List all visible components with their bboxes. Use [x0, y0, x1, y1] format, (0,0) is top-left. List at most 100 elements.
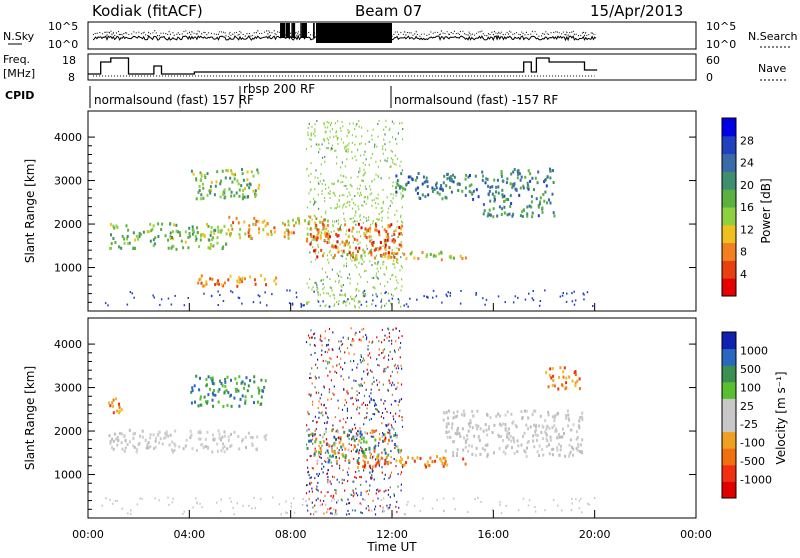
- noise-cell: [295, 291, 298, 294]
- echo-cell: [500, 174, 503, 178]
- echo-cell: [523, 409, 526, 413]
- echo-cell: [243, 386, 246, 390]
- echo-cell: [418, 196, 421, 200]
- echo-cell: [355, 246, 357, 250]
- echo-cell: [386, 238, 389, 242]
- echo-cell: [351, 229, 354, 233]
- power-colorbar-label: Power [dB]: [759, 178, 773, 243]
- echo-cell: [469, 424, 471, 428]
- echo-cell: [450, 190, 453, 194]
- echo-cell: [467, 429, 470, 433]
- colorbar-swatch: [722, 348, 736, 366]
- cpid-segment-1: normalsound (fast) 157 RF: [94, 93, 254, 107]
- noise-cell: [340, 254, 342, 257]
- echo-cell: [356, 249, 359, 253]
- noise-cell: [308, 413, 310, 416]
- echo-cell: [178, 231, 181, 235]
- noise-cell: [348, 243, 350, 246]
- echo-cell: [287, 223, 290, 227]
- freq-strip-frame: [87, 53, 697, 81]
- noise-cell: [311, 236, 313, 239]
- noise-cell: [313, 513, 315, 516]
- x-tick-label: 12:00: [376, 528, 408, 541]
- echo-cell: [209, 185, 212, 189]
- noise-cell: [306, 282, 308, 285]
- noise-cell: [394, 420, 396, 423]
- noise-cell: [350, 360, 352, 363]
- echo-cell: [368, 235, 371, 239]
- noise-cell: [397, 364, 399, 367]
- noise-cell: [222, 300, 225, 302]
- noise-cell: [370, 356, 372, 359]
- noise-cell: [387, 358, 390, 361]
- echo-cell: [314, 226, 317, 230]
- echo-cell: [568, 454, 571, 458]
- echo-cell: [180, 239, 183, 243]
- echo-cell: [324, 430, 327, 434]
- y-tick-label: 4000: [54, 131, 82, 144]
- noise-cell: [422, 497, 424, 500]
- y-tick-label: 4000: [54, 338, 82, 351]
- noise-cell: [382, 202, 384, 205]
- echo-cell: [520, 443, 523, 447]
- echo-cell: [260, 274, 262, 278]
- echo-cell: [442, 464, 445, 468]
- noise-cell: [361, 450, 363, 453]
- echo-cell: [378, 437, 381, 441]
- noise-cell: [309, 433, 312, 436]
- noise-cell: [348, 467, 350, 470]
- noise-cell: [383, 348, 385, 351]
- echo-cell: [474, 453, 477, 457]
- noise-cell: [387, 327, 389, 330]
- noise-cell: [349, 193, 351, 196]
- noise-cell: [340, 284, 342, 287]
- noise-cell: [337, 205, 339, 208]
- noise-cell: [362, 179, 364, 182]
- noise-cell: [311, 336, 313, 339]
- echo-cell: [551, 169, 554, 173]
- noise-cell: [345, 184, 347, 187]
- noise-cell: [544, 289, 546, 292]
- echo-cell: [549, 167, 551, 171]
- echo-cell: [452, 180, 455, 184]
- noise-cell: [347, 480, 349, 483]
- echo-cell: [335, 232, 338, 236]
- noise-cell: [340, 129, 342, 132]
- echo-cell: [388, 246, 391, 250]
- echo-cell: [257, 391, 260, 395]
- noise-cell: [323, 179, 325, 182]
- noise-cell: [364, 195, 367, 198]
- noise-cell: [336, 364, 338, 367]
- echo-cell: [310, 235, 313, 238]
- noise-cell: [389, 486, 391, 489]
- echo-cell: [346, 253, 349, 257]
- echo-cell: [199, 171, 202, 175]
- echo-cell: [506, 435, 508, 439]
- echo-cell: [577, 444, 580, 448]
- echo-cell: [547, 385, 550, 389]
- noise-cell: [368, 395, 370, 398]
- echo-cell: [532, 409, 535, 413]
- noise-cell: [383, 260, 385, 263]
- echo-cell: [357, 462, 360, 465]
- echo-cell: [316, 236, 319, 240]
- echo-cell: [354, 445, 356, 449]
- noise-cell: [116, 500, 119, 502]
- noise-cell: [334, 370, 336, 373]
- noise-cell: [350, 416, 352, 419]
- echo-cell: [424, 463, 427, 467]
- echo-cell: [464, 177, 467, 181]
- noise-cell: [330, 148, 332, 151]
- echo-cell: [152, 447, 155, 451]
- noise-cell: [358, 300, 360, 303]
- noise-cell: [371, 205, 373, 207]
- noise-cell: [322, 278, 325, 281]
- noise-cell: [196, 502, 198, 505]
- noise-cell: [352, 236, 354, 238]
- colorbar-frame: [721, 117, 737, 297]
- noise-cell: [397, 236, 399, 239]
- noise-cell: [351, 438, 353, 441]
- echo-cell: [578, 419, 581, 423]
- noise-cell: [311, 218, 313, 221]
- echo-cell: [327, 219, 329, 223]
